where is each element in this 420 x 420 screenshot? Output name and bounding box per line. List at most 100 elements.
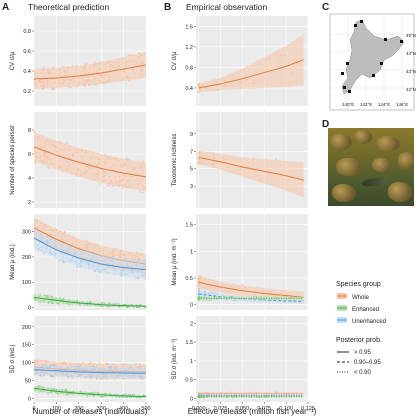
y-tick-label: 1.2 bbox=[185, 45, 193, 51]
fish-photo bbox=[328, 128, 414, 206]
y-tick-label: 0.4 bbox=[185, 86, 193, 92]
y-axis-label: CV σ/μ bbox=[172, 51, 178, 70]
y-tick-label: 1 bbox=[190, 359, 193, 365]
data-point bbox=[51, 88, 54, 90]
panel-a3: 0 100 200 300 Mean μ (ind.) bbox=[10, 214, 147, 311]
y-tick-label: 0 bbox=[190, 303, 193, 309]
y-axis-label: Taxonomic richness bbox=[172, 134, 178, 187]
y-tick-label: 50 bbox=[25, 379, 31, 385]
fit-line bbox=[33, 237, 147, 271]
data-point bbox=[66, 141, 68, 144]
y-tick-label: 0.5 bbox=[185, 276, 193, 282]
y-tick-label: 6 bbox=[28, 152, 31, 158]
credible-band bbox=[34, 132, 146, 192]
panel-a4: 0 50 100 150 200 SD σ (ind.) 0 100 200 300 400 500 bbox=[10, 316, 151, 412]
legend: Species group Whole Enhanced Unenhanced … bbox=[336, 281, 386, 376]
panel-b-title: Empirical observation bbox=[186, 2, 268, 12]
y-axis-label: SD σ (ind.) bbox=[10, 344, 16, 373]
panel-a2: 2 4 6 8 Number of species persist bbox=[10, 112, 147, 208]
x-tick-label: 100 bbox=[52, 406, 61, 412]
data-point bbox=[53, 375, 55, 378]
fit-line bbox=[33, 146, 147, 178]
data-point bbox=[121, 187, 124, 190]
credible-band bbox=[198, 34, 304, 93]
x-tick-label: 0 bbox=[32, 406, 35, 412]
data-point bbox=[105, 362, 107, 365]
y-axis-label: Mean μ (ind.) bbox=[10, 244, 16, 279]
data-point bbox=[124, 257, 127, 260]
panel-b3: 0 0.5 1 1.5 Mean μ (ind. m⁻²) bbox=[172, 214, 309, 310]
legend-item-unenhanced: Unenhanced bbox=[352, 319, 386, 325]
panel-b2: 3 5 7 9 Taxonomic richness bbox=[172, 112, 309, 208]
x-tick-label: 300 bbox=[97, 406, 106, 412]
legend-prob-high: > 0.95 bbox=[354, 350, 372, 356]
data-point bbox=[112, 255, 115, 258]
y-tick-label: 200 bbox=[22, 255, 31, 261]
credible-band bbox=[34, 229, 146, 279]
y-tick-label: 0.8 bbox=[185, 65, 193, 71]
fit-line bbox=[198, 59, 304, 89]
hokkaido-map: 45°N 44°N 43°N 42°N 140°E 142°E 144°E 14… bbox=[329, 13, 416, 111]
data-point bbox=[275, 158, 278, 161]
data-point bbox=[63, 231, 66, 233]
data-point bbox=[142, 160, 145, 163]
y-tick-label: 7 bbox=[190, 149, 193, 155]
credible-band bbox=[34, 364, 146, 379]
y-tick-label: 100 bbox=[22, 361, 31, 367]
data-point bbox=[99, 183, 102, 185]
x-tick-label: 0.050 bbox=[235, 406, 249, 412]
data-point bbox=[33, 130, 36, 133]
y-tick-label: 0.5 bbox=[185, 378, 193, 384]
credible-band bbox=[198, 150, 304, 198]
y-tick-label: 8 bbox=[28, 128, 31, 134]
data-point bbox=[52, 66, 54, 69]
panel-b1: 0.4 0.8 1.2 1.6 CV σ/μ bbox=[172, 16, 309, 106]
y-tick-label: 0.8 bbox=[23, 29, 31, 35]
y-tick-label: 4 bbox=[28, 176, 31, 182]
plot-background bbox=[34, 316, 146, 402]
data-point bbox=[85, 62, 88, 65]
legend-item-whole: Whole bbox=[352, 295, 370, 301]
y-tick-label: 200 bbox=[22, 325, 31, 331]
panel-letter-d: D bbox=[322, 119, 329, 130]
data-point bbox=[134, 363, 137, 365]
y-tick-label: 1 bbox=[190, 249, 193, 255]
data-point bbox=[94, 61, 96, 64]
panel-b-xlabel: Effective release (million fish year⁻¹) bbox=[188, 407, 317, 416]
plot-background bbox=[196, 316, 308, 402]
y-axis-label: SD σ (ind. m⁻²) bbox=[172, 339, 178, 380]
panel-letter-b: B bbox=[164, 2, 171, 13]
panel-a-title: Theoretical prediction bbox=[28, 2, 110, 12]
y-tick-label: 5 bbox=[190, 167, 193, 173]
data-point bbox=[100, 378, 103, 380]
data-point bbox=[106, 184, 109, 187]
y-tick-label: 0.4 bbox=[23, 69, 31, 75]
data-point bbox=[58, 259, 61, 262]
x-tick-label: 500 bbox=[141, 406, 150, 412]
map-lon-label: 144°E bbox=[378, 102, 390, 107]
map-lat-label: 45°N bbox=[406, 33, 416, 38]
data-point bbox=[63, 261, 65, 264]
legend-prob-mid: 0.90–0.95 bbox=[354, 360, 381, 366]
legend-prob-low: < 0.90 bbox=[354, 370, 372, 376]
x-tick-label: 0.100 bbox=[279, 406, 293, 412]
map-lat-label: 42°N bbox=[406, 87, 416, 92]
data-point bbox=[71, 65, 74, 67]
data-point bbox=[108, 184, 110, 187]
map-lon-label: 140°E bbox=[342, 102, 354, 107]
y-tick-label: 1.6 bbox=[185, 24, 193, 30]
data-point bbox=[43, 66, 45, 69]
data-point bbox=[34, 161, 37, 164]
x-tick-label: 0.000 bbox=[192, 406, 206, 412]
legend-title-species: Species group bbox=[336, 281, 381, 288]
legend-item-enhanced: Enhanced bbox=[352, 307, 379, 313]
fit-line bbox=[198, 281, 304, 298]
plot-grid: 0.2 0.4 0.6 0.8 CV σ/μ 2 4 6 8 Number of species … bbox=[10, 16, 315, 412]
data-point bbox=[139, 190, 142, 193]
y-tick-label: 2 bbox=[190, 321, 193, 327]
y-axis-label: Mean μ (ind. m⁻²) bbox=[172, 238, 178, 285]
legend-title-prob: Posterior prob. bbox=[336, 337, 382, 344]
y-tick-label: 100 bbox=[22, 280, 31, 286]
data-point bbox=[142, 191, 145, 194]
